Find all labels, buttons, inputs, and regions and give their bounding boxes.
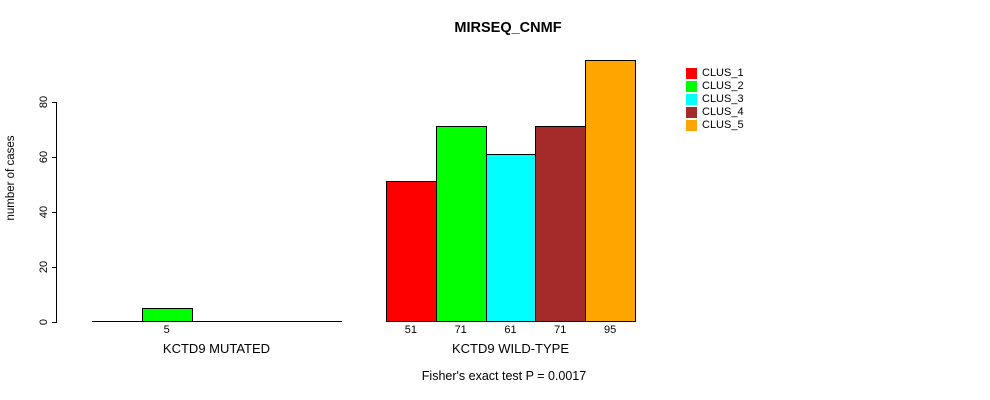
tick-mark (52, 322, 57, 323)
chart-title: MIRSEQ_CNMF (454, 20, 562, 36)
legend-item-clus_2: CLUS_2 (686, 80, 744, 93)
legend-swatch-icon (686, 94, 697, 105)
tick-label: 0 (37, 318, 50, 326)
bar-value-label: 71 (454, 324, 467, 336)
legend-label: CLUS_5 (702, 119, 744, 131)
tick-mark (52, 267, 57, 268)
bar-clus_5-zero (291, 321, 342, 322)
tick-label: 60 (37, 150, 50, 164)
tick-mark (52, 157, 57, 158)
y-axis-label: number of cases (5, 135, 17, 221)
bar-value-label: 51 (404, 324, 418, 336)
group-label: KCTD9 WILD-TYPE (451, 341, 570, 356)
bar-clus_1 (386, 181, 437, 322)
legend: CLUS_1 CLUS_2 CLUS_3 CLUS_4 CLUS_5 (686, 67, 744, 132)
bar-clus_1-zero (92, 321, 143, 322)
bar-value-label: 5 (163, 324, 170, 336)
legend-swatch-icon (686, 120, 697, 131)
bar-clus_4 (535, 126, 587, 322)
legend-label: CLUS_1 (702, 67, 744, 79)
tick-label: 40 (37, 205, 50, 219)
bar-value-label: 71 (554, 324, 567, 336)
legend-item-clus_5: CLUS_5 (686, 119, 744, 132)
bar-clus_3-zero (191, 321, 243, 322)
group-label: KCTD9 MUTATED (162, 341, 271, 356)
legend-label: CLUS_3 (702, 93, 744, 105)
bar-clus_2 (141, 308, 193, 322)
bar-clus_5 (585, 60, 636, 322)
tick-label: 20 (37, 260, 50, 274)
bar-value-label: 61 (504, 324, 517, 336)
tick-mark (52, 102, 57, 103)
legend-label: CLUS_4 (702, 106, 744, 118)
legend-swatch-icon (686, 81, 697, 92)
tick-label: 80 (37, 95, 50, 109)
bar-value-label: 95 (603, 324, 617, 336)
tick-mark (52, 212, 57, 213)
bar-clus_3 (485, 154, 537, 322)
legend-item-clus_1: CLUS_1 (686, 67, 744, 80)
legend-swatch-icon (686, 68, 697, 79)
footer-annotation: Fisher's exact test P = 0.0017 (421, 369, 587, 383)
legend-swatch-icon (686, 107, 697, 118)
legend-item-clus_3: CLUS_3 (686, 93, 744, 106)
bar-clus_4-zero (241, 321, 293, 322)
legend-item-clus_4: CLUS_4 (686, 106, 744, 119)
legend-label: CLUS_2 (702, 80, 744, 92)
bar-clus_2 (435, 126, 487, 322)
